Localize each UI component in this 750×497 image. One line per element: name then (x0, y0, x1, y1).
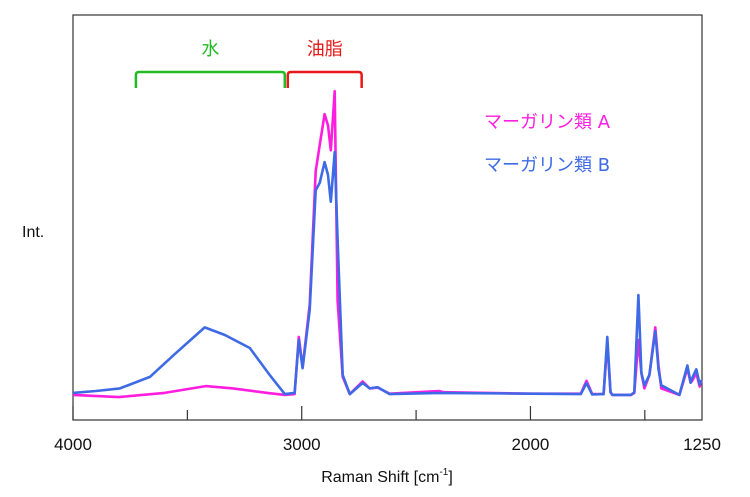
annotation-bracket (286, 70, 363, 88)
annotation-label-water: 水 (201, 39, 219, 60)
x-tick-label: 3000 (283, 435, 321, 454)
y-axis-label: Int. (22, 224, 44, 241)
legend-entry-series-a: マーガリン類 A (484, 112, 611, 133)
series-line-b (72, 150, 703, 397)
annotation-bracket (134, 70, 287, 88)
legend-entry-series-b: マーガリン類 B (484, 155, 610, 176)
x-tick-label: 1250 (683, 435, 721, 454)
x-tick-label: 4000 (54, 435, 92, 454)
x-axis-label: Raman Shift [cm-1] (321, 467, 453, 486)
annotation-label-fat: 油脂 (307, 39, 343, 60)
x-tick-label: 2000 (512, 435, 550, 454)
